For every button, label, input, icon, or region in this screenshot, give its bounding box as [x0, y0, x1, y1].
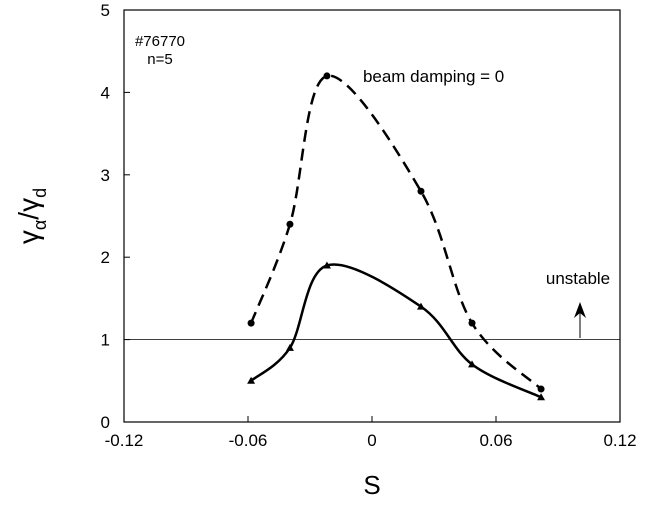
series-line: [250, 263, 542, 399]
x-tick-label: 0.06: [479, 431, 512, 450]
point: [416, 302, 425, 310]
annotation: unstable: [546, 269, 610, 288]
x-tick-label: 0.12: [603, 431, 636, 450]
point: [417, 187, 425, 195]
point: [322, 261, 331, 269]
point: [286, 220, 294, 228]
x-axis-label: S: [363, 470, 380, 500]
y-label-part: γ: [13, 230, 44, 244]
point: [247, 319, 255, 327]
y-tick-label: 2: [101, 248, 110, 267]
point: [247, 376, 256, 384]
y-axis-label: γα/γd: [13, 188, 50, 244]
y-tick-label: 0: [101, 413, 110, 432]
series-label: beam damping = 0: [363, 67, 504, 86]
y-tick-label: 1: [101, 331, 110, 350]
y-label-part: /γ: [13, 198, 44, 220]
point: [285, 343, 294, 351]
y-label-part: d: [30, 188, 50, 198]
point: [323, 72, 331, 80]
y-tick-label: 4: [101, 83, 110, 102]
point: [537, 393, 546, 401]
point: [468, 319, 476, 327]
arrow-head: [574, 302, 586, 318]
annotation: #76770: [135, 33, 185, 50]
x-tick-label: 0: [367, 431, 376, 450]
point: [537, 385, 545, 393]
x-tick-label: -0.12: [105, 431, 144, 450]
y-tick-label: 5: [101, 1, 110, 20]
point: [468, 360, 477, 368]
series-line: [249, 74, 542, 390]
annotation: n=5: [147, 51, 172, 68]
y-tick-label: 3: [101, 166, 110, 185]
y-label-part: α: [30, 220, 50, 230]
x-tick-label: -0.06: [229, 431, 268, 450]
